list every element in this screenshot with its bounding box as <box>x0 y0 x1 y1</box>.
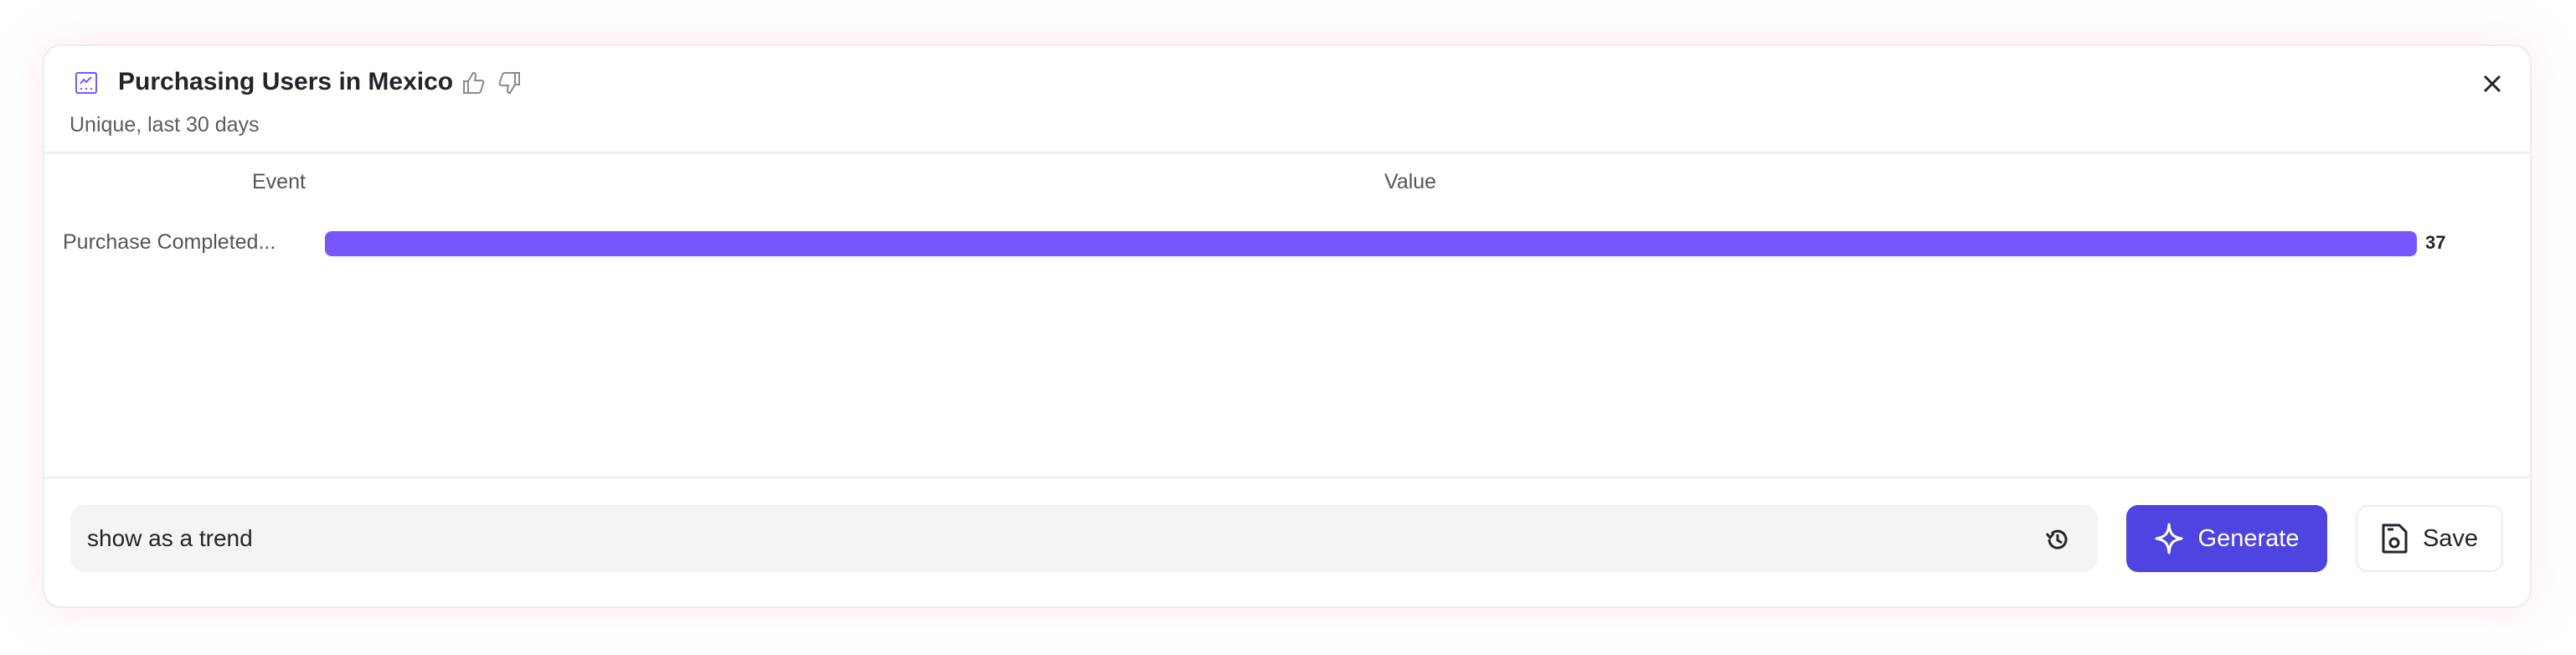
column-header-value: Value <box>1384 170 1437 193</box>
save-button[interactable]: Save <box>2356 505 2503 572</box>
bar-value-label: 37 <box>2425 232 2446 253</box>
column-header-event: Event <box>252 170 306 193</box>
generate-button[interactable]: Generate <box>2126 505 2327 572</box>
prompt-input[interactable] <box>70 505 2098 572</box>
card-title: Purchasing Users in Mexico <box>118 68 454 95</box>
insight-card: Purchasing Users in Mexico Unique, last … <box>43 44 2532 608</box>
save-icon <box>2382 523 2408 554</box>
bar-purchase-completed[interactable] <box>325 231 2417 256</box>
thumbs-down-icon[interactable] <box>497 70 522 96</box>
close-icon[interactable] <box>2480 71 2505 96</box>
thumbs-up-icon[interactable] <box>461 70 487 96</box>
row-label: Purchase Completed... <box>63 230 276 254</box>
line-chart-icon <box>75 72 97 94</box>
save-label: Save <box>2422 524 2479 552</box>
history-icon[interactable] <box>2043 526 2070 553</box>
sparkle-icon <box>2155 523 2183 554</box>
divider <box>44 477 2530 478</box>
generate-label: Generate <box>2197 524 2300 552</box>
card-subtitle: Unique, last 30 days <box>70 113 260 137</box>
divider <box>44 152 2530 153</box>
